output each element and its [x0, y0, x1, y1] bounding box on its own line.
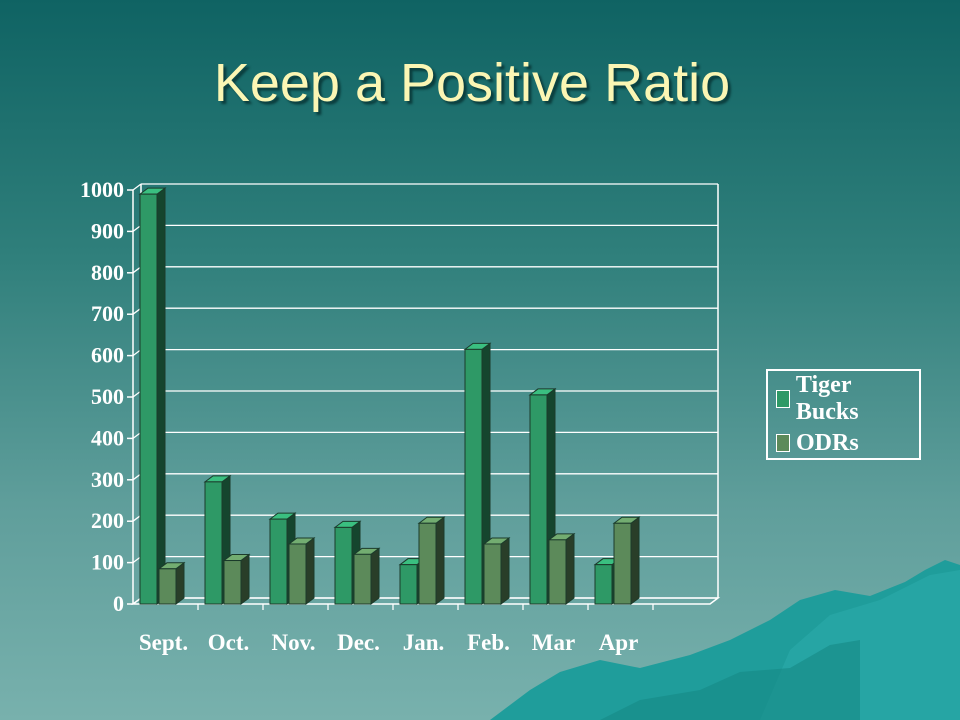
bar-tiger-bucks [269, 518, 288, 605]
legend-item-odrs: ODRs [776, 428, 859, 458]
bar-odrs-side [630, 516, 640, 605]
bar-tiger-bucks [204, 481, 223, 605]
y-tick-label: 500 [91, 384, 124, 409]
bar-odrs-side [370, 547, 380, 605]
chart-legend: Tiger Bucks ODRs [766, 369, 921, 460]
legend-label-odrs: ODRs [796, 429, 859, 456]
x-tick-label: Jan. [403, 630, 445, 655]
bar-odrs-side [500, 536, 510, 605]
bar-tiger-bucks [334, 526, 353, 605]
x-tick-label: Apr [599, 630, 639, 655]
y-tick-label: 1000 [80, 177, 124, 202]
legend-label-tiger-bucks: Tiger Bucks [795, 372, 859, 425]
slide-title: Keep a Positive Ratio [213, 53, 731, 113]
y-tick-label: 0 [113, 591, 124, 616]
bar-tiger-bucks [464, 348, 483, 605]
y-tick-label: 600 [91, 343, 124, 368]
y-tick-label: 900 [91, 218, 124, 243]
bar-odrs [158, 568, 177, 605]
x-tick-label: Nov. [271, 630, 315, 655]
bar-odrs [418, 522, 437, 605]
bar-odrs [223, 560, 242, 605]
bar-odrs-side [435, 516, 445, 605]
x-tick-label: Sept. [139, 630, 188, 655]
legend-swatch-tiger-bucks [776, 390, 790, 408]
y-tick-label: 300 [91, 467, 124, 492]
legend-swatch-odrs [776, 434, 790, 452]
y-tick-label: 400 [91, 425, 124, 450]
legend-item-tiger-bucks: Tiger Bucks [776, 372, 919, 425]
bar-odrs-side [175, 561, 185, 605]
bar-odrs [483, 543, 502, 605]
y-tick-label: 100 [91, 550, 124, 575]
bar-odrs [548, 539, 567, 605]
x-tick-label: Mar [532, 630, 575, 655]
x-tick-label: Dec. [337, 630, 380, 655]
y-tick-label: 800 [91, 260, 124, 285]
bar-tiger-bucks [139, 193, 158, 605]
bar-tiger-bucks-side [156, 187, 166, 605]
gridline-side [132, 183, 142, 191]
bar-odrs-side [305, 536, 315, 605]
x-tick-label: Feb. [467, 630, 510, 655]
bar-odrs [613, 522, 632, 605]
bar-tiger-bucks [594, 564, 613, 605]
bar-tiger-bucks [529, 394, 548, 605]
bar-odrs-side [565, 532, 575, 605]
y-tick-label: 700 [91, 301, 124, 326]
bar-tiger-bucks [399, 564, 418, 605]
y-tick-label: 200 [91, 508, 124, 533]
bar-odrs [353, 553, 372, 605]
bar-odrs-side [240, 553, 250, 605]
x-tick-label: Oct. [208, 630, 250, 655]
bar-odrs [288, 543, 307, 605]
